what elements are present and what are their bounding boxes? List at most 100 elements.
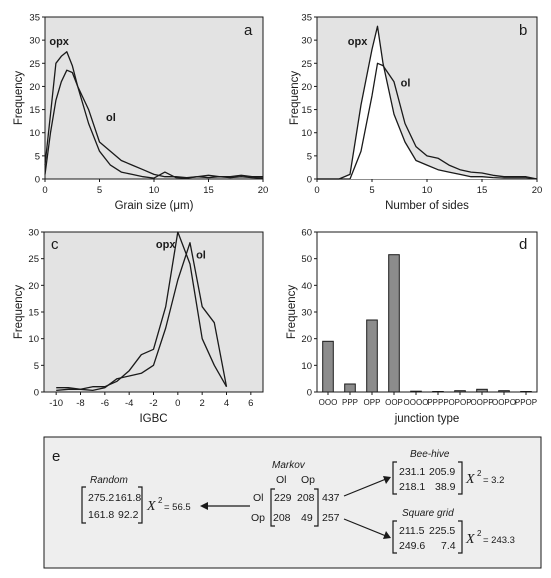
y-tick-label-a-0: 0 [35, 175, 40, 186]
panel-letter-c: c [51, 236, 59, 253]
series-line-b-ol [317, 62, 538, 180]
bar-OOO [322, 340, 334, 393]
x-tick-label-a-0: 0 [42, 185, 47, 196]
random-bracket-right [138, 486, 143, 524]
beehive-title: Bee-hive [410, 449, 450, 460]
beehive-cell-22: 38.9 [435, 481, 456, 493]
bar-PPP [344, 383, 356, 393]
square-bracket-left [392, 520, 397, 554]
markov-bracket-left [270, 488, 275, 527]
x-tick-label-c-5: 0 [175, 398, 180, 409]
random-chi-value: = 56.5 [164, 502, 191, 513]
y-tick-label-a-6: 30 [29, 36, 40, 47]
y-tick-label-a-3: 15 [29, 105, 40, 116]
y-tick-label-d-5: 50 [301, 254, 312, 265]
random-chi-symbol: X [146, 499, 156, 514]
random-cell-11: 275.2 [88, 492, 114, 504]
y-tick-label-d-6: 60 [301, 228, 312, 239]
x-tick-label-c-4: -2 [149, 398, 157, 409]
arrow-to-random-head [200, 502, 208, 510]
random-bracket-left [81, 486, 86, 524]
plot-area-a [44, 16, 264, 180]
random-cell-22: 92.2 [118, 509, 139, 521]
square-bracket-right [458, 520, 463, 554]
bar-OOOO [410, 390, 422, 393]
y-tick-label-b-3: 15 [301, 105, 312, 116]
random-title: Random [90, 475, 128, 486]
square-chi-symbol: X [465, 532, 475, 547]
square-cell-21: 249.6 [399, 540, 425, 552]
beehive-chi-symbol: X [465, 472, 475, 487]
y-tick-label-c-4: 20 [28, 281, 39, 292]
arrow-to-beehive-head [383, 476, 391, 484]
x-tick-label-OOPO: OOPO [492, 398, 516, 407]
y-tick-label-c-0: 0 [34, 388, 39, 399]
chart-c: 0 5 10 15 20 25 30 Frequency IGBC c -10 -8 -6 -4 -2 0 2 4… [13, 228, 264, 425]
plot-area-c [43, 231, 264, 393]
y-axis-label-a: Frequency [13, 71, 25, 126]
y-tick-label-d-0: 0 [307, 388, 312, 399]
y-tick-label-a-5: 25 [29, 59, 40, 70]
panel-e-letter: e [52, 448, 60, 465]
y-tick-label-c-6: 30 [28, 228, 39, 239]
series-line-b-opx [317, 25, 538, 180]
y-tick-label-b-4: 20 [301, 82, 312, 93]
x-tick-label-OOOO: OOOO [404, 398, 429, 407]
square-chi-power: 2 [477, 529, 482, 538]
y-tick-label-c-3: 15 [28, 308, 39, 319]
series-label-c-ol: ol [196, 250, 206, 262]
x-tick-label-OOPP: OOPP [470, 398, 493, 407]
bar-OPOP [454, 390, 466, 393]
x-tick-label-b-2: 10 [422, 185, 433, 196]
arrow-to-square [343, 518, 387, 537]
y-tick-label-b-6: 30 [301, 36, 312, 47]
y-tick-label-a-7: 35 [29, 13, 40, 24]
x-tick-label-PPPP: PPPP [427, 398, 448, 407]
series-line-c-opx [56, 231, 228, 392]
y-tick-label-b-1: 5 [307, 151, 312, 162]
bar-PPPP [432, 391, 444, 393]
square-cell-12: 225.5 [429, 525, 455, 537]
y-tick-label-a-2: 10 [29, 128, 40, 139]
series-fill-b-opx [317, 26, 537, 179]
y-axis-label-d: Frequency [286, 285, 298, 340]
square-title: Square grid [402, 508, 454, 519]
random-cell-21: 161.8 [88, 509, 114, 521]
beehive-bracket-right [458, 461, 463, 495]
markov-row-total-2: 257 [322, 512, 340, 524]
markov-row-total-1: 437 [322, 492, 340, 504]
chart-b: 0 5 10 15 20 25 30 35 Frequency Number of sides b 0… [289, 13, 542, 213]
beehive-cell-11: 231.1 [399, 466, 425, 478]
x-tick-label-OOP: OOP [385, 398, 403, 407]
x-tick-label-a-1: 5 [97, 185, 102, 196]
square-cell-11: 211.5 [399, 525, 425, 537]
x-axis-label-d: junction type [394, 413, 460, 425]
markov-cell-11: 229 [274, 492, 292, 504]
x-tick-label-b-1: 5 [369, 185, 374, 196]
plot-area-d [316, 231, 538, 393]
x-tick-label-OPOP: OPOP [448, 398, 471, 407]
square-cell-22: 7.4 [441, 540, 456, 552]
arrow-to-square-head [383, 531, 391, 539]
bar-OOP [388, 254, 400, 393]
x-tick-label-c-0: -10 [49, 398, 63, 409]
x-axis-label-c: IGBC [139, 413, 167, 425]
series-label-a-ol: ol [106, 112, 116, 124]
beehive-chi-value: = 3.2 [483, 475, 504, 486]
random-chi-power: 2 [158, 496, 163, 505]
series-label-a-opx: opx [49, 36, 69, 48]
x-tick-label-a-4: 20 [258, 185, 269, 196]
bar-OOPP [476, 388, 488, 393]
series-line-a-ol [44, 69, 263, 179]
panel-e-frame [43, 436, 542, 569]
x-tick-label-a-3: 15 [203, 185, 214, 196]
x-tick-label-b-3: 15 [477, 185, 488, 196]
x-tick-label-b-4: 20 [532, 185, 543, 196]
x-tick-label-a-2: 10 [149, 185, 160, 196]
x-tick-label-PPOP: PPOP [515, 398, 537, 407]
x-tick-label-OPP: OPP [364, 398, 381, 407]
series-line-c-ol [56, 242, 228, 392]
series-label-c-opx: opx [156, 239, 176, 251]
y-axis-label-c: Frequency [13, 285, 25, 340]
